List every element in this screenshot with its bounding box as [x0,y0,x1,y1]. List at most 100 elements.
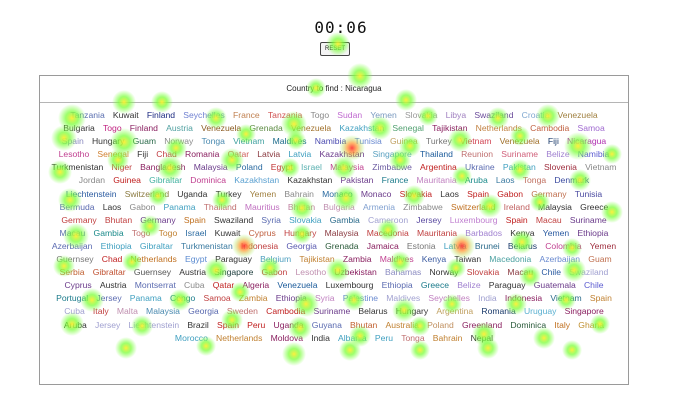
country-option[interactable]: Cambodia [530,123,570,134]
country-option[interactable]: Malaysia [146,306,180,317]
country-option[interactable]: Tajikistan [299,254,335,265]
country-option[interactable]: Jersey [95,319,121,330]
country-option[interactable]: Netherlands [475,123,522,134]
country-option[interactable]: Malaysia [538,201,572,212]
country-option[interactable]: Guatemala [533,280,576,291]
country-option[interactable]: Taiwan [454,254,482,265]
country-option[interactable]: Paraguay [488,280,526,291]
country-option[interactable]: Guernsey [133,267,172,278]
country-option[interactable]: Qatar [212,280,235,291]
country-option[interactable]: Finland [146,110,176,120]
country-option[interactable]: Macedonia [489,254,532,265]
country-option[interactable]: Senegal [392,123,424,134]
country-option[interactable]: Bulgaria [63,123,95,134]
country-option[interactable]: France [232,110,260,120]
country-option[interactable]: Zambia [238,293,268,304]
country-option[interactable]: Egypt [185,254,207,265]
country-option[interactable]: Jersey [96,293,122,304]
country-option[interactable]: Kazakhstan [234,175,280,186]
country-option[interactable]: France [381,175,409,186]
country-option[interactable]: Panama [163,201,196,212]
country-option[interactable]: Tonga [401,332,425,343]
country-option[interactable]: Gibraltar [92,267,126,278]
country-option[interactable]: Senegal [97,149,129,160]
country-option[interactable]: Palestine [342,293,379,304]
country-option[interactable]: Guam [588,254,612,265]
country-option[interactable]: Peru [247,319,266,330]
country-option[interactable]: Norway [429,267,459,278]
country-option[interactable]: Chad [101,254,123,265]
country-option[interactable]: Venezuela [499,136,540,147]
country-option[interactable]: Indonesia [240,240,279,251]
country-option[interactable]: Bermuda [59,201,95,212]
country-option[interactable]: Namibia [314,136,347,147]
country-option[interactable]: Mauritania [416,175,457,186]
country-option[interactable]: Suriname [569,214,607,225]
country-option[interactable]: Macau [535,214,562,225]
country-option[interactable]: Guinea [113,175,141,186]
country-option[interactable]: Morocco [174,332,208,343]
country-option[interactable]: Kazakhstan [339,123,385,134]
country-option[interactable]: Latvia [257,149,281,160]
country-option[interactable]: Austria [99,280,127,291]
country-option[interactable]: Latvia [443,240,467,251]
country-option[interactable]: Estonia [406,240,436,251]
country-option[interactable]: Fiji [547,136,559,147]
country-option[interactable]: Tonga [201,136,225,147]
country-option[interactable]: Samoa [577,123,605,134]
country-option[interactable]: Ghana [578,319,605,330]
country-option[interactable]: Kenya [510,227,535,238]
country-option[interactable]: Tanzania [267,110,303,120]
country-option[interactable]: Togo [102,123,122,134]
country-option[interactable]: Zambia [342,254,372,265]
country-option[interactable]: Spain [183,214,206,225]
country-option[interactable]: Turkey [425,136,452,147]
country-option[interactable]: Georgia [188,306,219,317]
country-option[interactable]: Guernsey [56,254,94,265]
country-option[interactable]: Argentina [436,306,474,317]
reset-button[interactable]: RESET [320,42,350,56]
country-option[interactable]: Hungary [91,136,125,147]
country-option[interactable]: Guam [132,136,157,147]
country-option[interactable]: Liechtenstein [128,319,180,330]
country-option[interactable]: Venezuela [291,123,332,134]
country-option[interactable]: Samoa [203,293,231,304]
country-option[interactable]: Mauritania [416,227,458,238]
country-option[interactable]: Macedonia [366,227,409,238]
country-option[interactable]: Azerbaijan [539,254,581,265]
country-option[interactable]: Singapore [564,306,604,317]
country-option[interactable]: Turkmenistan [181,240,233,251]
country-option[interactable]: Uganda [273,319,304,330]
country-option[interactable]: Ukraine [465,162,495,173]
country-option[interactable]: Yemen [370,110,397,120]
country-option[interactable]: Colombia [545,240,582,251]
country-option[interactable]: Spain [467,188,490,199]
country-option[interactable]: Greece [580,201,609,212]
country-option[interactable]: Maldives [379,254,414,265]
country-option[interactable]: Chile [583,280,604,291]
country-option[interactable]: Greece [420,280,450,291]
country-option[interactable]: Netherlands [216,332,263,343]
country-option[interactable]: Cyprus [64,280,92,291]
country-option[interactable]: Fiji [137,149,149,160]
country-option[interactable]: Gabon [261,267,288,278]
country-option[interactable]: Argentina [420,162,457,173]
country-option[interactable]: Kuwait [112,110,139,120]
country-option[interactable]: Liechtenstein [65,188,117,199]
country-option[interactable]: Spain [217,319,239,330]
country-option[interactable]: Kenya [421,254,447,265]
country-option[interactable]: Gabon [497,188,524,199]
country-option[interactable]: Aruba [464,175,488,186]
country-option[interactable]: Gibraltar [139,240,173,251]
country-option[interactable]: Bhutan [350,319,378,330]
country-option[interactable]: Paraguay [215,254,252,265]
country-option[interactable]: Kazakhstan [287,175,333,186]
country-option[interactable]: Thailand [419,149,453,160]
country-option[interactable]: Hungary [283,227,317,238]
country-option[interactable]: Tonga [522,175,547,186]
country-option[interactable]: Bahamas [384,267,422,278]
country-option[interactable]: Nicaragua [567,136,607,147]
country-option[interactable]: Austria [166,123,193,134]
country-option[interactable]: Zimbabwe [372,162,412,173]
country-option[interactable]: Tunisia [354,136,382,147]
